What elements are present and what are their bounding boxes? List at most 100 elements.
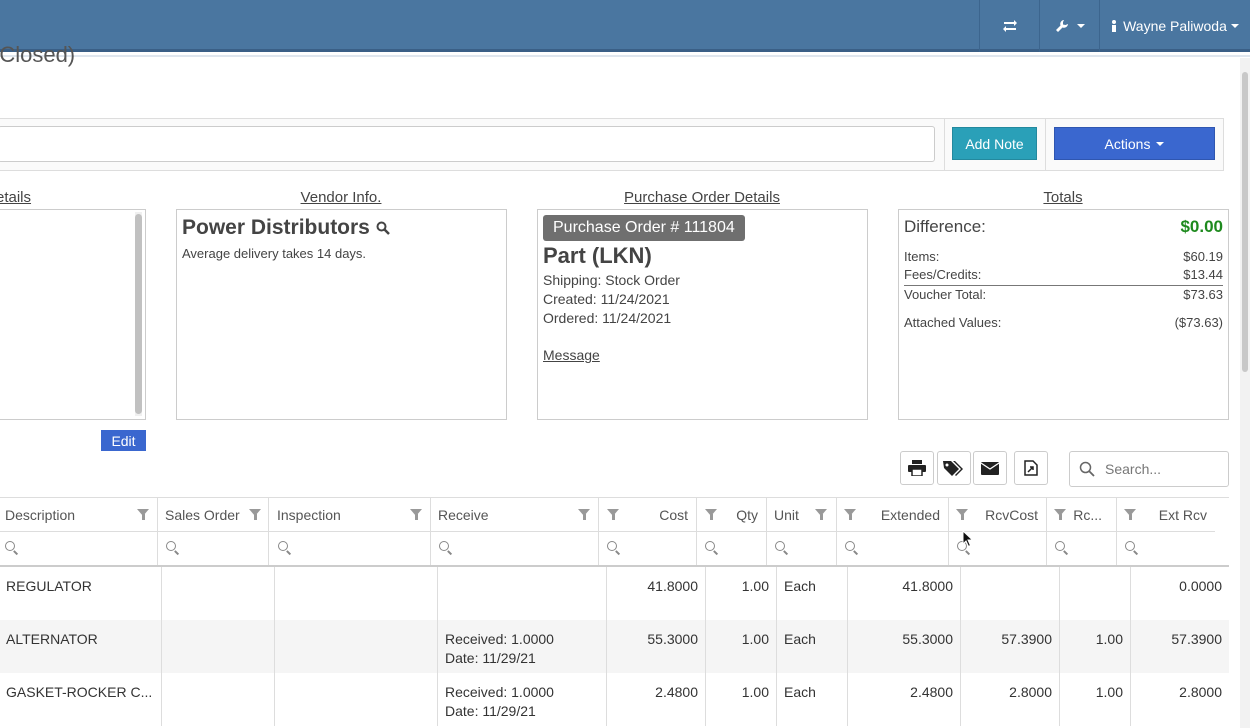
column-header-ext-rcv[interactable]: Ext Rcv <box>1117 498 1215 531</box>
user-icon <box>1112 20 1117 32</box>
chevron-down-icon <box>1076 24 1085 28</box>
filter-cell-cost[interactable] <box>599 531 697 565</box>
details-scrollbar-thumb[interactable] <box>135 214 142 414</box>
cell-qty: 1.00 <box>706 620 777 673</box>
column-label: Receive <box>438 506 489 523</box>
column-label: Inspection <box>277 506 341 523</box>
search-icon <box>278 541 288 551</box>
filter-cell-ext-rcv[interactable] <box>1117 531 1215 565</box>
cell-receive <box>438 567 607 620</box>
attached-values-value: ($73.63) <box>1174 315 1223 330</box>
page-scrollbar[interactable] <box>1240 58 1250 728</box>
filter-icon[interactable] <box>249 509 261 520</box>
column-header-rcvcost[interactable]: RcvCost <box>949 498 1047 531</box>
column-header-qty[interactable]: Qty <box>697 498 767 531</box>
details-panel <box>0 209 146 420</box>
vendor-delivery-note: Average delivery takes 14 days. <box>182 246 367 261</box>
column-header-extended[interactable]: Extended <box>837 498 949 531</box>
fees-value: $13.44 <box>1183 267 1223 282</box>
search-icon <box>845 541 855 551</box>
po-panel: Purchase Order # 111804 Part (LKN) Shipp… <box>537 209 868 420</box>
column-label: Description <box>5 506 76 523</box>
edit-button[interactable]: Edit <box>101 430 146 451</box>
cell-description: GASKET-ROCKER C... <box>0 673 162 726</box>
totals-divider <box>904 285 1223 286</box>
cell-inspection <box>275 567 438 620</box>
cell-rcvcost: 57.3900 <box>961 620 1060 673</box>
chevron-down-icon <box>1156 141 1165 146</box>
filter-icon[interactable] <box>137 509 149 520</box>
tools-menu-button[interactable] <box>1039 0 1099 52</box>
print-button[interactable] <box>900 451 934 485</box>
cell-cost: 41.8000 <box>607 567 706 620</box>
column-header-inspection[interactable]: Inspection <box>269 498 431 531</box>
filter-icon[interactable] <box>1054 509 1066 520</box>
totals-panel: Difference: $0.00 Items: $60.19 Fees/Cre… <box>898 209 1229 420</box>
column-header-receive[interactable]: Receive <box>431 498 599 531</box>
filter-cell-extended[interactable] <box>837 531 949 565</box>
actions-label: Actions <box>1104 135 1151 152</box>
search-icon <box>5 541 15 551</box>
export-icon <box>1024 460 1038 476</box>
column-label: RcvCost <box>985 506 1038 523</box>
po-message-link[interactable]: Message <box>543 347 600 363</box>
table-row[interactable]: GASKET-ROCKER C... Received: 1.0000 Date… <box>0 673 1229 728</box>
cell-receive: Received: 1.0000 Date: 11/29/21 <box>438 673 607 726</box>
add-note-button[interactable]: Add Note <box>952 127 1037 160</box>
table-row[interactable]: ALTERNATOR Received: 1.0000 Date: 11/29/… <box>0 620 1229 673</box>
column-label: Extended <box>880 506 940 523</box>
filter-cell-rcvcost[interactable] <box>949 531 1047 565</box>
search-icon[interactable] <box>376 221 390 236</box>
filter-icon[interactable] <box>705 509 717 520</box>
details-scrollbar[interactable] <box>135 212 142 416</box>
difference-label: Difference: <box>904 217 986 236</box>
cell-extended: 41.8000 <box>848 567 961 620</box>
cell-ext-rcv: 57.3900 <box>1171 631 1222 647</box>
cell-inspection <box>275 620 438 673</box>
tags-button[interactable] <box>937 451 971 485</box>
filter-icon[interactable] <box>844 509 856 520</box>
divider <box>944 118 945 171</box>
user-name: Wayne Paliwoda <box>1123 18 1227 34</box>
top-nav-bar: Wayne Paliwoda <box>0 0 1250 52</box>
filter-cell-description[interactable] <box>0 531 158 565</box>
filter-cell-receive[interactable] <box>431 531 599 565</box>
cell-rc: 1.00 <box>1060 620 1131 673</box>
cell-unit: Each <box>777 567 848 620</box>
column-header-description[interactable]: Description <box>0 498 158 531</box>
cell-ext-rcv: 2.8000 <box>1179 684 1222 700</box>
cell-ext-rcv: 0.0000 <box>1179 578 1222 594</box>
switch-button[interactable] <box>979 0 1039 52</box>
filter-cell-rc[interactable] <box>1047 531 1117 565</box>
po-shipping: Shipping: Stock Order <box>543 272 680 288</box>
grid-search-input[interactable]: Search... <box>1069 451 1229 487</box>
actions-button[interactable]: Actions <box>1054 127 1215 160</box>
export-button[interactable] <box>1014 451 1048 485</box>
filter-icon[interactable] <box>410 509 422 520</box>
table-row[interactable]: REGULATOR 41.8000 1.00 Each 41.8000 0.00… <box>0 567 1229 620</box>
receive-qty: Received: 1.0000 <box>445 684 554 700</box>
filter-icon[interactable] <box>815 509 827 520</box>
column-header-cost[interactable]: Cost <box>599 498 697 531</box>
note-input[interactable] <box>0 126 935 162</box>
filter-cell-qty[interactable] <box>697 531 767 565</box>
user-menu-button[interactable]: Wayne Paliwoda <box>1099 0 1250 52</box>
filter-cell-unit[interactable] <box>767 531 837 565</box>
column-header-rc[interactable]: Rc... <box>1047 498 1117 531</box>
column-label: Unit <box>774 506 799 523</box>
filter-icon[interactable] <box>607 509 619 520</box>
email-button[interactable] <box>973 451 1007 485</box>
filter-cell-inspection[interactable] <box>269 531 431 565</box>
column-header-sales-order[interactable]: Sales Order <box>158 498 269 531</box>
cell-qty: 1.00 <box>706 567 777 620</box>
chevron-down-icon <box>1230 24 1239 28</box>
page-scrollbar-thumb[interactable] <box>1242 72 1248 372</box>
filter-icon[interactable] <box>956 509 968 520</box>
filter-icon[interactable] <box>578 509 590 520</box>
filter-icon[interactable] <box>1124 509 1136 520</box>
cell-qty: 1.00 <box>706 673 777 726</box>
items-value: $60.19 <box>1183 249 1223 264</box>
column-header-unit[interactable]: Unit <box>767 498 837 531</box>
filter-cell-sales-order[interactable] <box>158 531 269 565</box>
receive-qty: Received: 1.0000 <box>445 631 554 647</box>
